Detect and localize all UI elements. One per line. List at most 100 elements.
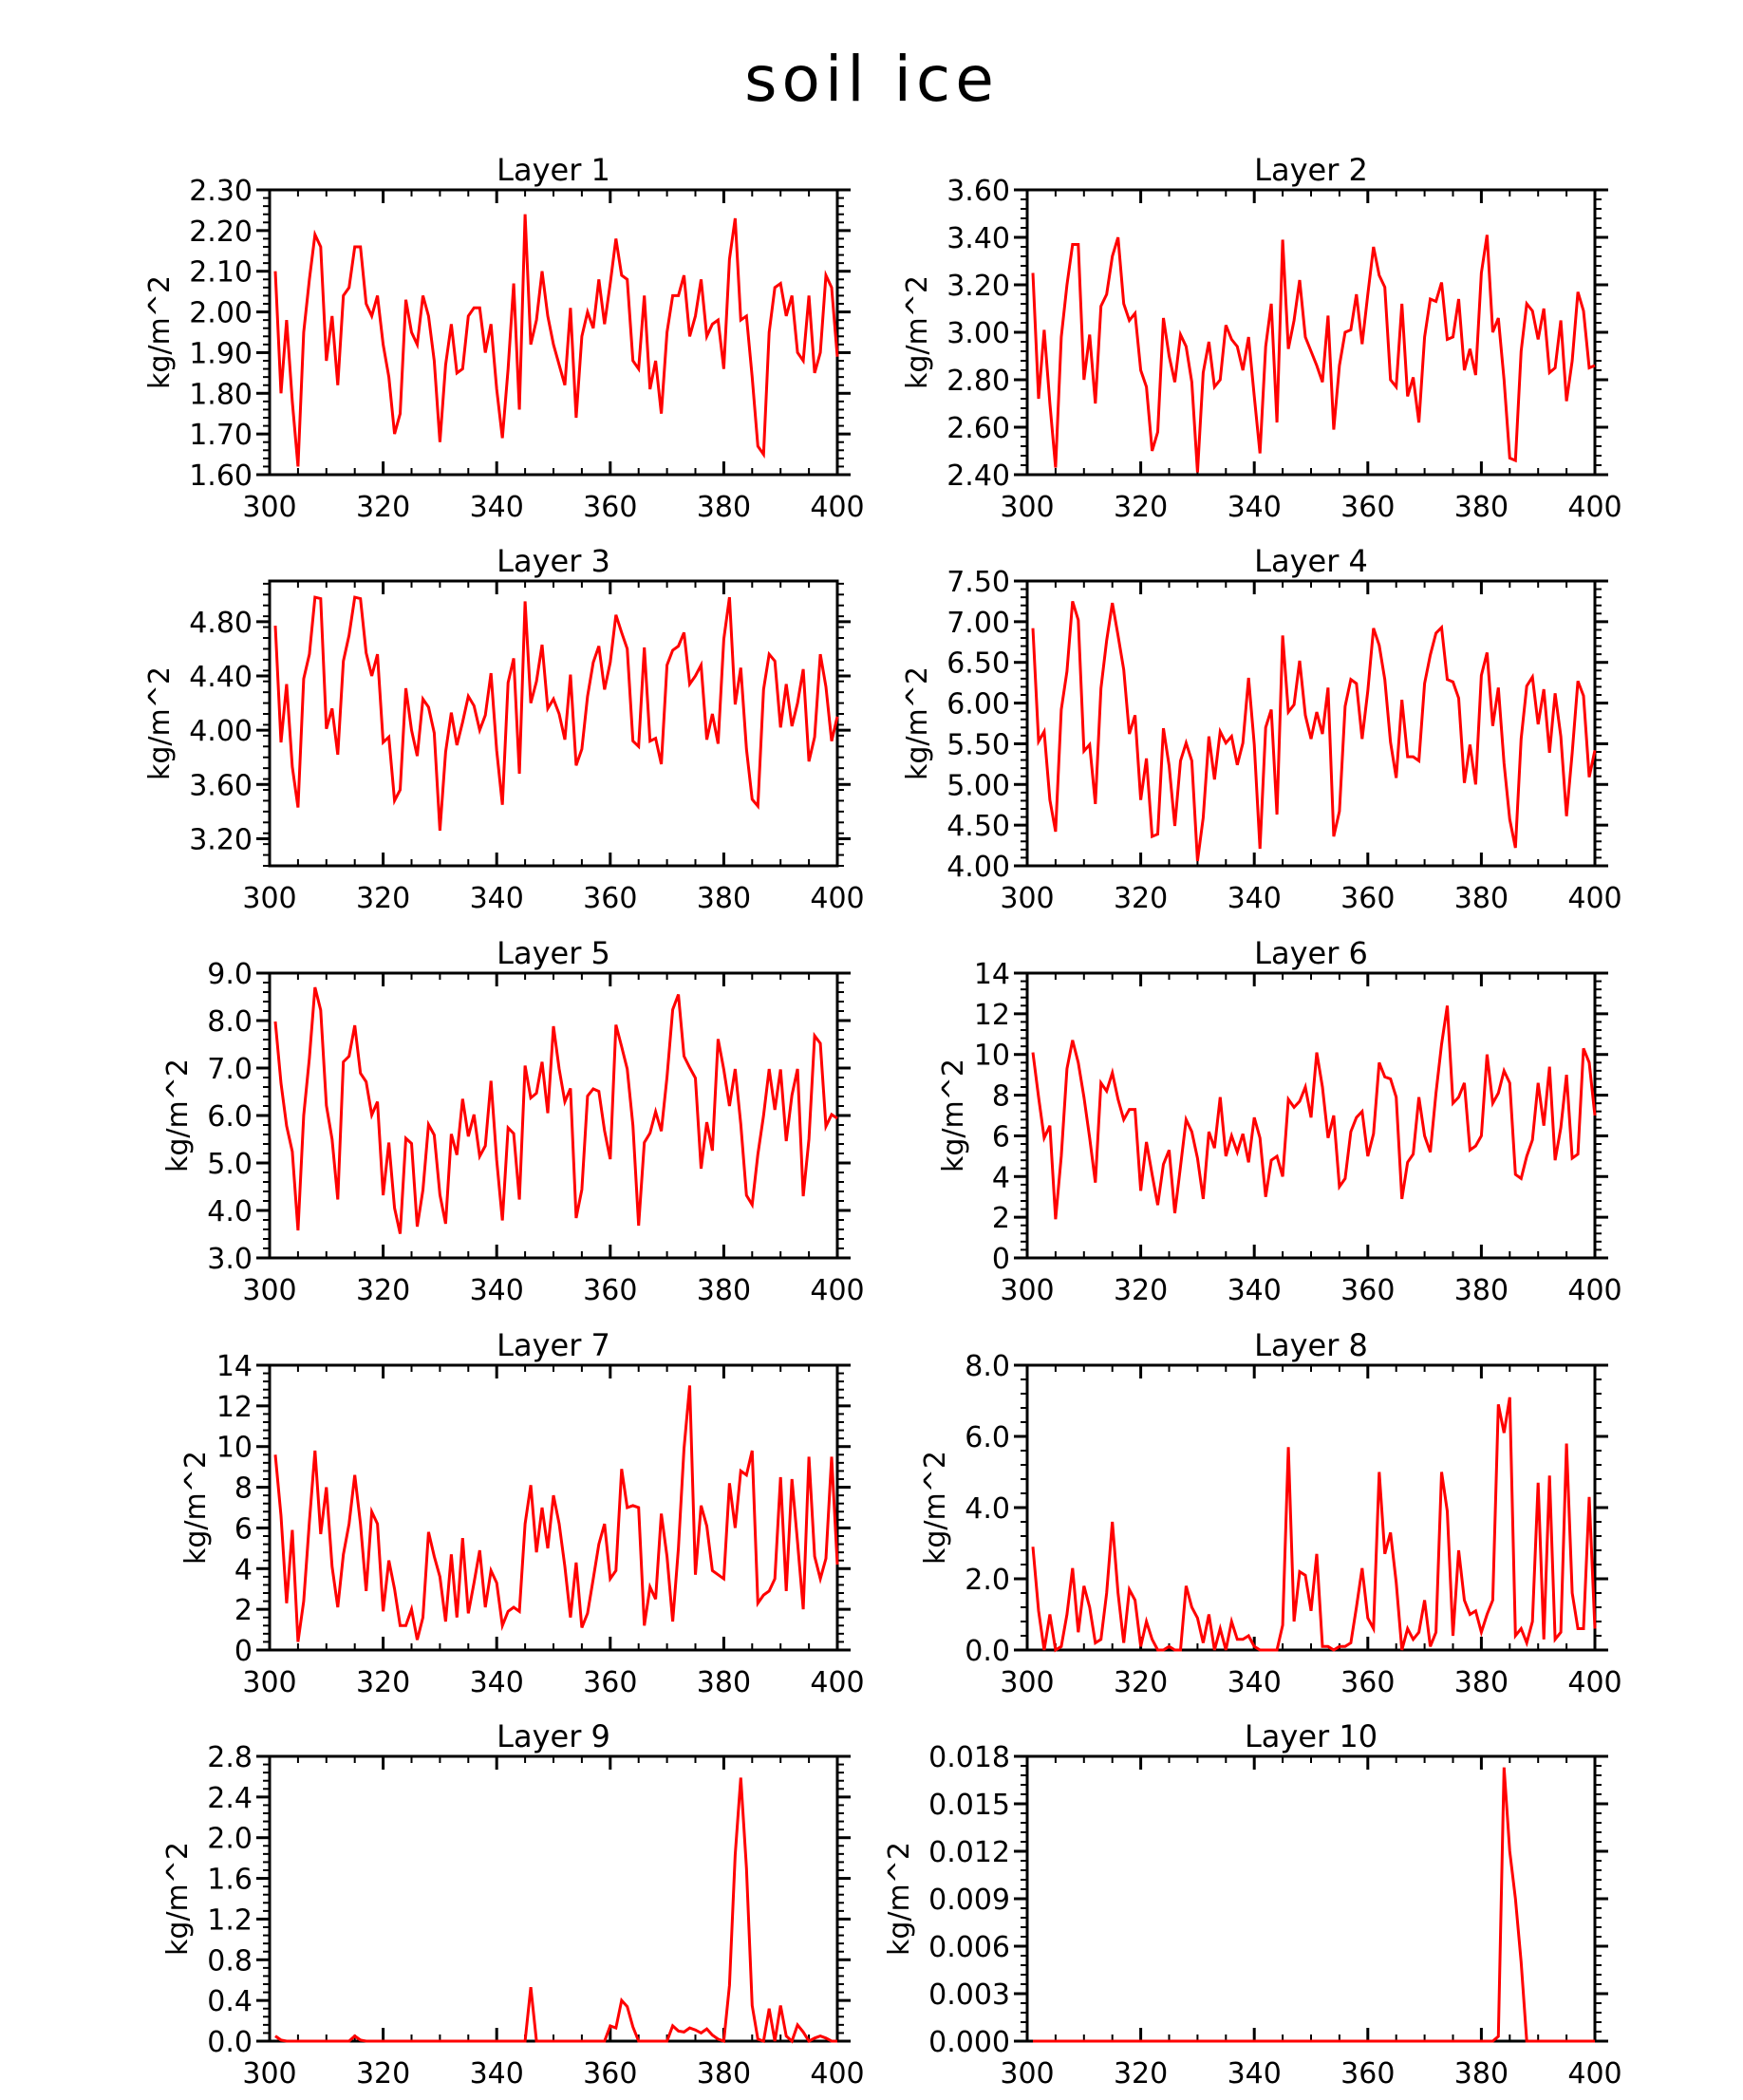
panel-title: Layer 1 (497, 152, 610, 188)
y-tick-label: 14 (216, 1350, 253, 1383)
y-tick-label: 1.70 (189, 419, 253, 452)
x-tick-label: 340 (470, 882, 524, 915)
series-line (1031, 234, 1596, 473)
y-axis-label: kg/m^2 (143, 275, 177, 389)
panel-8: Layer 8 300 320 340 360 380 400 0.0 2.0 4.0 6.0 8.0… (919, 1327, 1622, 1699)
y-tick-label: 0.0 (207, 2026, 253, 2059)
x-tick-label: 380 (1454, 491, 1509, 524)
y-tick-label: 5.00 (946, 769, 1010, 802)
y-tick-label: 0.4 (207, 1985, 253, 2018)
x-tick-label: 340 (470, 491, 524, 524)
x-tick-label: 340 (1228, 491, 1282, 524)
y-tick-label: 2.0 (207, 1823, 253, 1856)
x-tick-label: 300 (242, 491, 296, 524)
series-line (273, 1385, 839, 1642)
y-tick-label: 5.0 (207, 1148, 253, 1181)
x-tick-label: 380 (697, 882, 751, 915)
panel-title: Layer 10 (1245, 1718, 1378, 1754)
y-tick-label: 3.0 (207, 1243, 253, 1276)
panel-title: Layer 6 (1254, 935, 1368, 971)
x-tick-label: 300 (1000, 2057, 1054, 2091)
y-tick-label: 3.60 (189, 769, 253, 802)
y-tick-label: 7.50 (946, 566, 1010, 599)
y-tick-label: 1.80 (189, 378, 253, 411)
y-tick-label: 8 (992, 1080, 1010, 1114)
y-tick-label: 0 (992, 1243, 1010, 1276)
y-tick-label: 3.60 (946, 175, 1010, 208)
y-tick-label: 0.009 (928, 1884, 1010, 1917)
y-tick-label: 4.0 (965, 1492, 1010, 1526)
x-tick-label: 320 (356, 1666, 410, 1699)
x-tick-label: 320 (1114, 1274, 1168, 1307)
y-tick-label: 5.50 (946, 728, 1010, 761)
panel-4: Layer 4 300 320 340 360 380 400 4.00 4.50 5.00 5.5… (901, 543, 1622, 915)
y-tick-label: 7.00 (946, 607, 1010, 640)
y-axis-label: kg/m^2 (901, 275, 934, 389)
x-tick-label: 340 (1228, 2057, 1282, 2091)
series-line (1031, 1005, 1597, 1220)
panel-9: Layer 9 300 320 340 360 380 400 0.0 0.4 0.8 1.2 1.6… (161, 1718, 865, 2091)
panel-7: Layer 7 300 320 340 360 380 400 0 2 4 6 8 10 12 14 kg/m… (179, 1327, 865, 1699)
y-tick-label: 0 (234, 1635, 253, 1668)
panel-title: Layer 2 (1254, 152, 1368, 188)
y-tick-label: 8.0 (207, 1005, 253, 1039)
x-tick-label: 360 (1340, 882, 1395, 915)
x-tick-label: 320 (356, 491, 410, 524)
y-tick-label: 14 (974, 958, 1010, 991)
y-tick-label: 4.50 (946, 810, 1010, 843)
x-tick-label: 400 (1567, 882, 1621, 915)
y-tick-label: 4.40 (189, 661, 253, 694)
panel-title: Layer 7 (497, 1327, 610, 1363)
y-tick-label: 4.80 (189, 607, 253, 640)
y-tick-label: 0.015 (928, 1789, 1010, 1822)
y-tick-label: 8.0 (965, 1350, 1010, 1383)
y-tick-label: 12 (216, 1391, 253, 1424)
x-tick-label: 380 (697, 2057, 751, 2091)
y-tick-label: 0.0 (965, 1635, 1010, 1668)
x-tick-label: 340 (470, 2057, 524, 2091)
x-tick-label: 400 (810, 1274, 864, 1307)
x-tick-label: 400 (810, 491, 864, 524)
y-axis-label: kg/m^2 (883, 1842, 916, 1956)
panel-6: Layer 6 300 320 340 360 380 400 0 2 4 6 8 10 12 14 kg/m… (937, 935, 1622, 1307)
x-tick-label: 300 (1000, 1666, 1054, 1699)
x-tick-label: 400 (810, 882, 864, 915)
x-tick-label: 360 (1340, 1666, 1395, 1699)
x-tick-label: 380 (1454, 2057, 1509, 2091)
y-tick-label: 2 (992, 1202, 1010, 1235)
x-tick-label: 380 (697, 1274, 751, 1307)
y-tick-label: 0.006 (928, 1931, 1010, 1964)
x-tick-label: 380 (1454, 1666, 1509, 1699)
x-tick-label: 360 (1340, 1274, 1395, 1307)
panel-3: Layer 3 300 320 340 360 380 400 3.20 3.60 4.00 4.4… (143, 543, 865, 915)
y-tick-label: 0.8 (207, 1944, 253, 1978)
y-tick-label: 4 (992, 1161, 1010, 1194)
y-tick-label: 0.018 (928, 1741, 1010, 1774)
y-tick-label: 1.60 (189, 459, 253, 493)
y-tick-label: 2.00 (189, 297, 253, 330)
y-axis-label: kg/m^2 (901, 666, 934, 780)
x-tick-label: 340 (470, 1666, 524, 1699)
y-tick-label: 2.30 (189, 175, 253, 208)
y-tick-label: 4.0 (207, 1195, 253, 1228)
y-tick-label: 9.0 (207, 958, 253, 991)
panel-title: Layer 8 (1254, 1327, 1368, 1363)
x-tick-label: 320 (1114, 491, 1168, 524)
panel-2: Layer 2 300 320 340 360 380 400 2.40 2.60 2.80 3.0… (901, 152, 1622, 524)
y-tick-label: 6 (992, 1120, 1010, 1153)
x-tick-label: 360 (583, 1666, 637, 1699)
panel-title: Layer 5 (497, 935, 610, 971)
x-tick-label: 360 (583, 882, 637, 915)
y-tick-label: 2.8 (207, 1741, 253, 1774)
series-line (1033, 1767, 1595, 2043)
y-tick-label: 4.00 (189, 715, 253, 748)
y-tick-label: 2.60 (946, 412, 1010, 445)
y-tick-label: 2.20 (189, 216, 253, 249)
x-tick-label: 400 (1567, 2057, 1621, 2091)
y-tick-label: 3.40 (946, 222, 1010, 255)
x-tick-label: 300 (242, 1274, 296, 1307)
x-tick-label: 360 (1340, 2057, 1395, 2091)
y-tick-label: 1.90 (189, 337, 253, 370)
